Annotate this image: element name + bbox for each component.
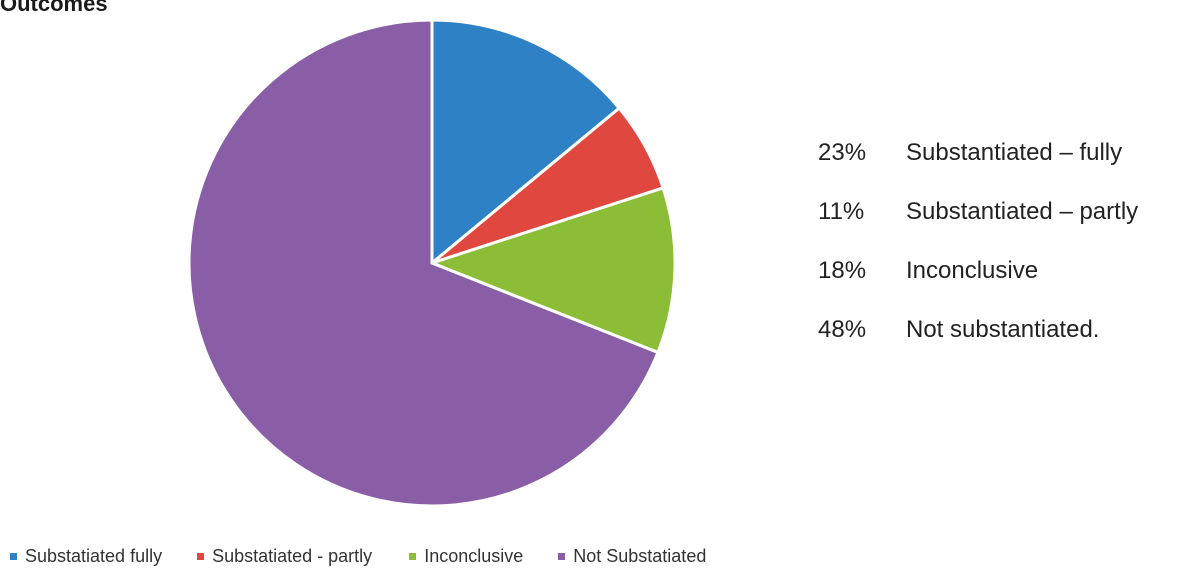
legend-label: Substatiated fully xyxy=(25,546,163,566)
pie-slice-not-substatiated xyxy=(187,18,660,508)
percentage-item-substantiated-partly: 11% Substantiated – partly xyxy=(818,197,1138,226)
legend-label: Inconclusive xyxy=(424,546,524,566)
percentage-list: 23% Substantiated – fully 11% Substantiate… xyxy=(818,138,1138,374)
percentage-item-substantiated-fully: 23% Substantiated – fully xyxy=(818,138,1138,167)
percentage-value: 11% xyxy=(818,198,865,225)
percentage-label: Substantiated – fully xyxy=(906,139,1123,166)
legend-swatch xyxy=(10,553,17,560)
legend-item-inconclusive: Inconclusive xyxy=(409,546,523,567)
pie-slice-substatiated-fully xyxy=(430,18,622,267)
percentage-value: 48% xyxy=(818,316,867,343)
legend-swatch xyxy=(558,553,566,560)
chart-legend: Substatiated fully Substatiated - partly… xyxy=(10,546,706,567)
legend-swatch xyxy=(197,553,205,560)
pie-chart xyxy=(187,18,677,508)
percentage-label: Substantiated – partly xyxy=(906,198,1139,225)
legend-item-substatiated-partly: Substatiated - partly xyxy=(197,546,372,567)
legend-swatch xyxy=(409,553,417,560)
percentage-label: Not substantiated. xyxy=(906,316,1100,343)
chart-title: Outcomes xyxy=(0,0,108,16)
legend-label: Not Substatiated xyxy=(573,546,707,566)
percentage-item-not-substantiated: 48% Not substantiated. xyxy=(818,315,1138,344)
legend-item-substatiated-fully: Substatiated fully xyxy=(10,546,162,567)
percentage-value: 23% xyxy=(818,139,867,166)
percentage-label: Inconclusive xyxy=(906,257,1039,284)
percentage-value: 18% xyxy=(818,257,867,284)
legend-item-not-substatiated: Not Substatiated xyxy=(558,546,706,567)
legend-label: Substatiated - partly xyxy=(212,546,373,566)
pie-slice-inconclusive xyxy=(427,186,677,355)
percentage-item-inconclusive: 18% Inconclusive xyxy=(818,256,1138,285)
